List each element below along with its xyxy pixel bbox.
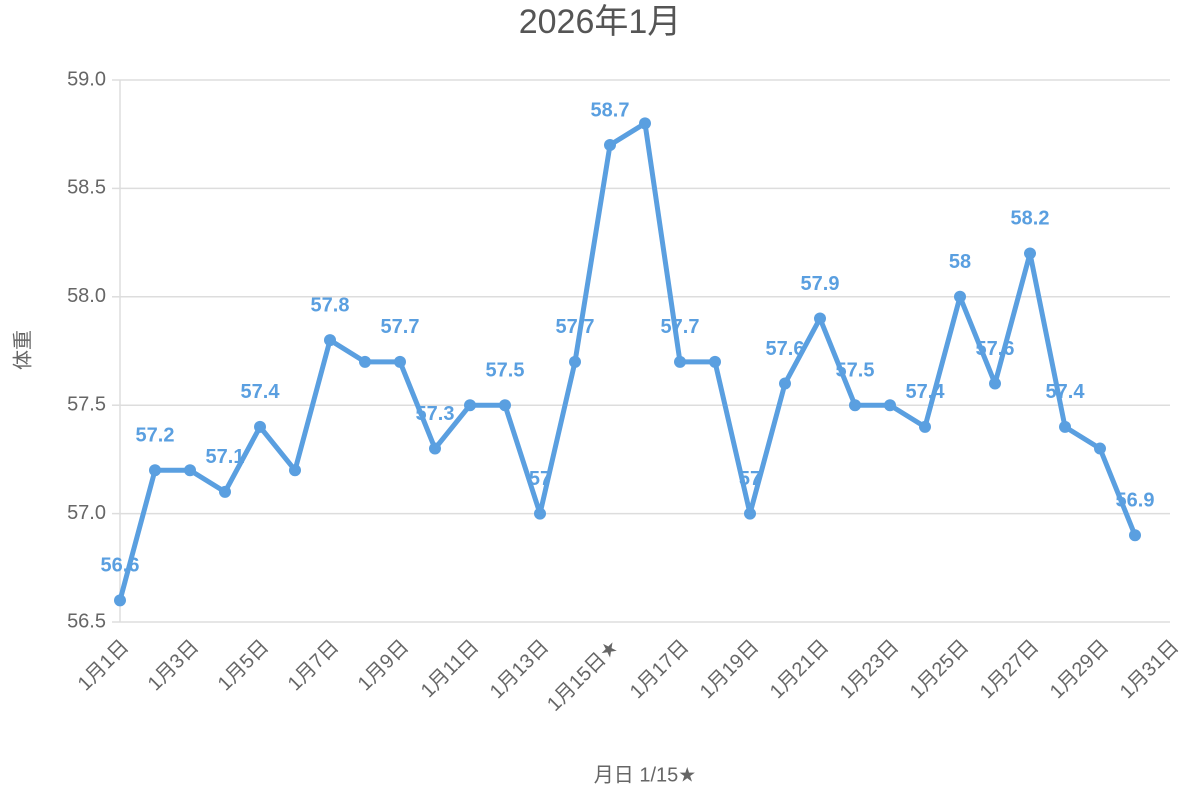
x-tick-label: 1月23日 [836,636,903,703]
data-label: 57.5 [836,359,875,381]
data-label: 57.7 [381,316,420,338]
point [604,139,616,152]
data-label: 56.9 [1116,490,1155,512]
y-tick-label: 57.0 [67,502,106,524]
data-label: 57.5 [486,359,525,381]
x-tick-label: 1月29日 [1046,636,1113,703]
x-tick-label: 1月15日★ [543,636,623,716]
x-tick-label: 1月27日 [976,636,1043,703]
data-label: 58.7 [591,99,630,121]
point [744,507,756,520]
point [954,290,966,303]
x-tick-label: 1月25日 [906,636,973,703]
data-label: 57 [529,468,551,490]
y-tick-label: 58.0 [67,285,106,307]
point [1024,247,1036,260]
x-tick-label: 1月5日 [214,636,274,696]
point [779,377,791,390]
point [114,594,126,607]
data-label: 57.1 [206,446,245,468]
x-tick-label: 1月11日 [417,636,483,702]
data-label: 57.7 [661,316,700,338]
point [324,334,336,347]
point [1129,529,1141,542]
x-tick-label: 1月9日 [354,636,414,696]
data-label: 58.2 [1011,208,1050,230]
data-label: 57.4 [1046,381,1086,403]
point [709,355,721,368]
line [117,120,1138,601]
point [849,399,861,412]
data-label: 57.2 [136,425,175,447]
point [359,355,371,368]
point [814,312,826,325]
x-tick-label: 1月21日 [766,636,833,703]
point [289,464,301,477]
y-tick-label: 56.5 [67,610,106,632]
x-tick-label: 1月1日 [74,636,134,696]
point [499,399,511,412]
y-tick-label: 57.5 [67,393,106,415]
y-axis-label: 体重 [11,330,34,370]
point [989,377,1001,390]
data-label: 57.6 [976,338,1015,360]
data-label: 57.6 [766,338,805,360]
x-tick-label: 1月3日 [144,636,204,696]
point [184,464,196,477]
x-tick-label: 1月17日 [626,636,693,703]
point [919,420,931,433]
x-tick-label: 1月13日 [486,636,553,703]
x-tick-label: 1月31日 [1116,636,1183,703]
y-tick-label: 59.0 [67,68,106,90]
point [1094,442,1106,455]
y-tick-label: 58.5 [67,177,106,199]
x-tick-label: 1月19日 [696,636,763,703]
point [534,507,546,520]
point [884,399,896,412]
data-label: 57.9 [801,273,840,295]
data-label: 57.3 [416,403,455,425]
point [464,399,476,412]
point [1059,420,1071,433]
data-label: 56.6 [101,555,140,577]
point [254,420,266,433]
chart-title: 2026年1月 [519,3,682,41]
point [149,464,161,477]
point [569,355,581,368]
x-axis-label: 月日 1/15★ [594,764,696,786]
data-label: 57.4 [241,381,281,403]
point [219,485,231,498]
point [429,442,441,455]
data-label: 57.8 [311,294,350,316]
data-label: 57.4 [906,381,946,403]
data-label: 57.7 [556,316,595,338]
data-label: 58 [949,251,971,273]
x-tick-label: 1月7日 [284,636,344,696]
point [639,117,651,130]
point [394,355,406,368]
point [674,355,686,368]
data-label: 57 [739,468,761,490]
